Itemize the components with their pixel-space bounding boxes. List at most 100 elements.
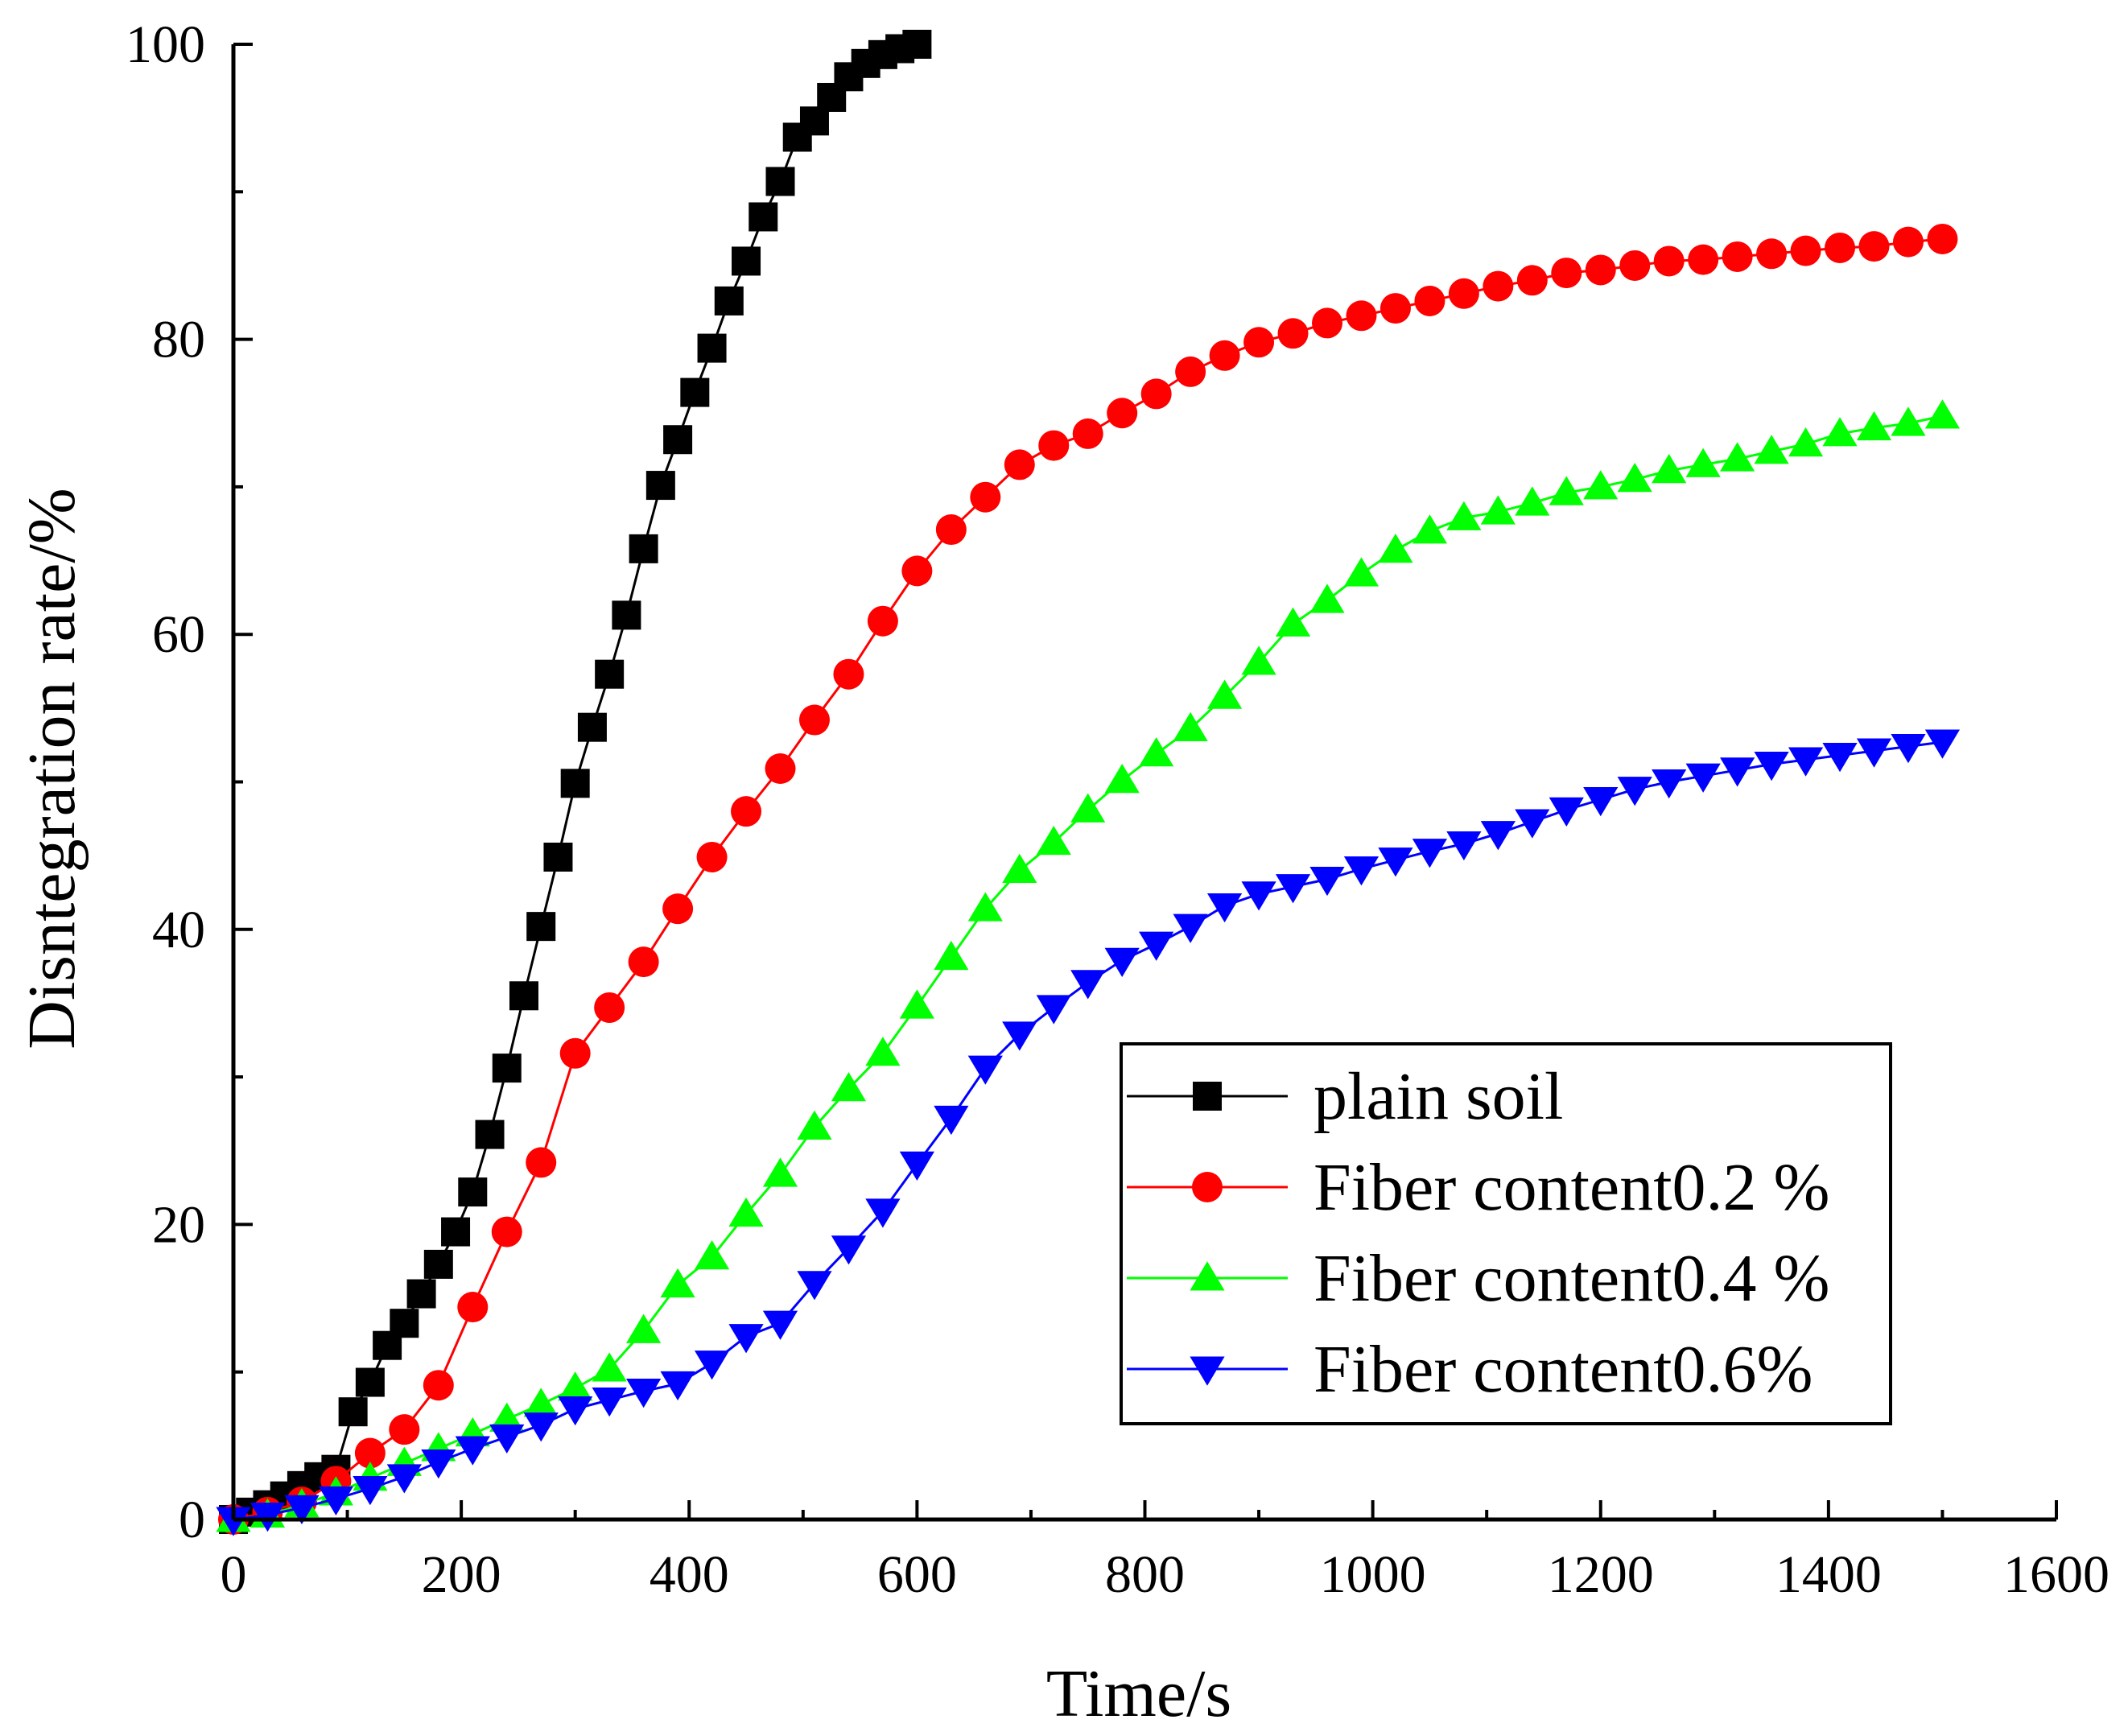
data-point: [626, 1379, 662, 1408]
series-1: [218, 223, 1958, 1535]
data-point: [1070, 970, 1106, 1000]
data-point: [628, 946, 659, 978]
data-point: [492, 1054, 522, 1083]
data-point: [629, 534, 658, 563]
data-point: [523, 1388, 559, 1417]
data-point: [216, 1507, 251, 1536]
data-point: [1036, 825, 1071, 856]
data-point: [680, 377, 710, 407]
data-point: [1446, 501, 1482, 530]
data-point: [934, 1105, 969, 1136]
legend-label: Fiber content0.6%: [1314, 1332, 1813, 1407]
data-point: [867, 605, 898, 637]
data-point: [728, 1197, 764, 1227]
data-point: [1036, 995, 1071, 1025]
data-point: [1720, 442, 1755, 472]
y-tick-label: 0: [179, 1491, 205, 1549]
data-point: [441, 1217, 471, 1247]
data-point: [731, 796, 762, 827]
data-point: [1140, 378, 1172, 410]
data-point: [1653, 245, 1685, 277]
data-point: [899, 1151, 934, 1181]
data-point: [1583, 786, 1619, 817]
data-point: [1652, 769, 1687, 799]
data-point: [489, 1402, 525, 1432]
data-point: [660, 1371, 695, 1401]
legend-box: [1120, 1042, 1892, 1425]
data-point: [1312, 307, 1342, 339]
x-tick-label: 1200: [1548, 1545, 1654, 1604]
data-point: [1515, 809, 1550, 839]
data-point: [1583, 470, 1619, 500]
data-point: [1412, 514, 1448, 544]
data-point: [560, 769, 590, 798]
data-point: [1206, 679, 1243, 709]
data-point: [1688, 244, 1719, 275]
data-point: [475, 1120, 505, 1149]
data-point: [1072, 418, 1103, 449]
data-point: [1891, 733, 1926, 764]
y-tick-label: 40: [152, 901, 205, 959]
data-point: [1243, 327, 1275, 358]
data-point: [1549, 797, 1584, 827]
data-point: [457, 1292, 489, 1323]
data-point: [1685, 447, 1721, 477]
data-point: [1173, 913, 1208, 943]
data-point: [1891, 406, 1926, 436]
data-point: [1209, 340, 1240, 371]
data-point: [1139, 736, 1174, 767]
data-point: [728, 1324, 764, 1354]
data-point: [762, 1157, 798, 1187]
data-point: [250, 1502, 286, 1532]
data-point: [1856, 410, 1892, 441]
data-point: [765, 753, 796, 785]
data-point: [1825, 232, 1856, 263]
y-tick-label: 20: [152, 1195, 205, 1254]
data-point: [1790, 235, 1821, 266]
legend-label: Fiber content0.2 %: [1314, 1150, 1830, 1225]
x-tick-label: 1400: [1775, 1545, 1882, 1604]
tick-layer: 0 200 400 600 800 1000 1200 1400 1600 0 20 40 60 80 10…: [126, 15, 2109, 1604]
data-point: [697, 333, 727, 363]
data-point: [935, 514, 967, 546]
x-axis-title: Time/s: [1046, 1656, 1231, 1731]
data-point: [1104, 947, 1140, 977]
data-point: [663, 425, 693, 455]
data-point: [595, 659, 625, 689]
data-point: [833, 658, 864, 690]
data-point: [1822, 417, 1858, 447]
data-point: [558, 1371, 593, 1401]
data-point: [1822, 742, 1858, 773]
data-point: [421, 1449, 456, 1479]
data-point: [1412, 839, 1448, 868]
data-point: [338, 1397, 368, 1427]
data-point: [1617, 777, 1652, 806]
data-point: [1515, 486, 1550, 516]
data-point: [1343, 557, 1379, 587]
data-point: [1107, 398, 1138, 429]
data-point: [762, 1310, 798, 1340]
data-point: [509, 981, 538, 1011]
data-point: [749, 202, 778, 232]
data-point: [765, 167, 795, 196]
data-point: [865, 1037, 901, 1066]
data-point: [1275, 607, 1311, 637]
data-point: [592, 1388, 627, 1417]
data-point: [284, 1495, 320, 1525]
data-point: [390, 1309, 419, 1338]
data-point: [354, 1437, 386, 1469]
data-point: [1206, 893, 1243, 923]
data-point: [1754, 435, 1789, 464]
data-point: [423, 1370, 454, 1401]
data-point: [1139, 931, 1174, 961]
data-point: [423, 1249, 453, 1279]
data-point: [1652, 454, 1687, 484]
data-point: [626, 1313, 662, 1343]
axes-layer: [231, 44, 2056, 1522]
data-point: [389, 1414, 420, 1445]
data-point: [1241, 645, 1276, 675]
data-point: [1856, 738, 1892, 768]
data-point: [732, 246, 761, 276]
data-point: [714, 286, 744, 315]
data-point: [901, 555, 933, 587]
